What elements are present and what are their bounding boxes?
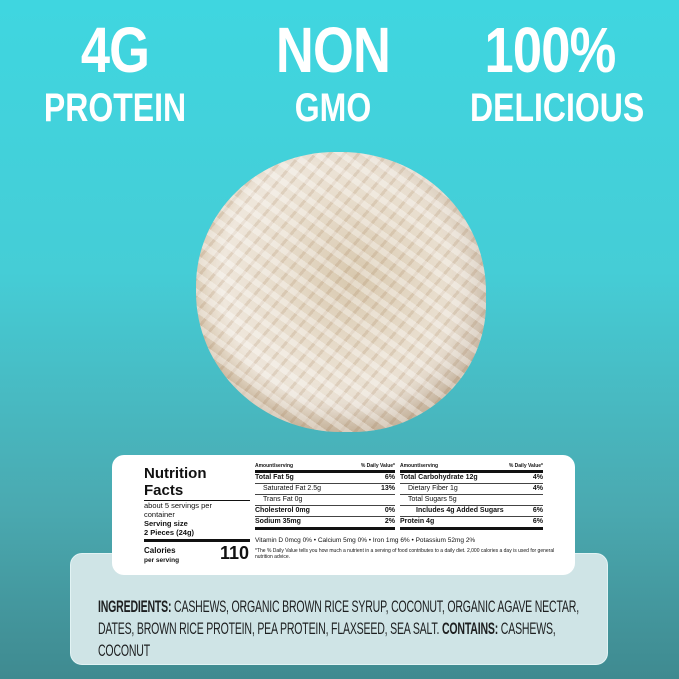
calories-value: 110 <box>220 543 250 563</box>
nutrient-dv: 4% <box>532 474 543 481</box>
nutrient-dv: 4% <box>532 485 543 492</box>
nutrient-row: Total Sugars 5g <box>400 495 543 506</box>
claim-non-gmo: NON GMO <box>233 18 433 128</box>
nutrient-label: Includes 4g Added Sugars <box>416 507 504 514</box>
nutrient-row: Includes 4g Added Sugars 6% <box>400 506 543 517</box>
ingredients-text: INGREDIENTS: CASHEWS, ORGANIC BROWN RICE… <box>98 596 582 662</box>
nutrient-label: Total Sugars 5g <box>408 496 457 503</box>
claim-big: NON <box>275 14 391 86</box>
nutrient-label: Cholesterol 0mg <box>255 507 310 514</box>
servings-line-1: about 5 servings per <box>144 501 212 510</box>
nutrient-dv: 6% <box>532 507 543 514</box>
claim-small: GMO <box>294 86 372 130</box>
nutrient-row: Dietary Fiber 1g 4% <box>400 484 543 495</box>
nutrient-row: Saturated Fat 2.5g 13% <box>255 484 395 495</box>
nutrient-row: Cholesterol 0mg 0% <box>255 506 395 517</box>
nutrient-dv: 6% <box>532 518 543 525</box>
coconut-energy-ball <box>196 152 486 432</box>
claim-delicious: 100% DELICIOUS <box>450 18 650 128</box>
nutrient-label: Dietary Fiber 1g <box>408 485 458 492</box>
nutrient-label: Sodium 35mg <box>255 518 301 525</box>
nutrient-label: Total Fat 5g <box>255 474 294 481</box>
servings-line-2: container <box>144 510 175 519</box>
nutrient-dv: 13% <box>380 485 395 492</box>
ingredients-label: INGREDIENTS: <box>98 597 172 616</box>
nutrition-title: Nutrition Facts <box>144 465 250 501</box>
claim-small: PROTEIN <box>43 86 187 130</box>
nutrient-column-right: Amount/serving% Daily Value* Total Carbo… <box>400 463 543 530</box>
nutrient-row: Trans Fat 0g <box>255 495 395 506</box>
daily-value-footnote: *The % Daily Value tells you how much a … <box>255 548 555 560</box>
nutrient-label: Trans Fat 0g <box>263 496 303 503</box>
nutrient-dv: 0% <box>384 507 395 514</box>
nutrient-label: Saturated Fat 2.5g <box>263 485 321 492</box>
claim-small: DELICIOUS <box>470 86 645 130</box>
contains-list: CASHEWS, COCONUT <box>98 619 556 660</box>
nutrient-row: Total Fat 5g 6% <box>255 473 395 484</box>
nutrient-row: Sodium 35mg 2% <box>255 517 395 530</box>
claim-big: 4G <box>80 14 150 86</box>
contains-label: CONTAINS: <box>439 619 499 638</box>
nutrient-dv: 6% <box>384 474 395 481</box>
claim-big: 100% <box>484 14 617 86</box>
calories-label: Calories per serving <box>144 546 180 564</box>
claim-protein: 4G PROTEIN <box>15 18 215 128</box>
nutrient-row: Protein 4g 6% <box>400 517 543 530</box>
nutrient-label: Total Carbohydrate 12g <box>400 474 478 481</box>
nutrient-column-left: Amount/serving% Daily Value* Total Fat 5… <box>255 463 395 530</box>
nutrition-facts-card: Nutrition Facts about 5 servings per cont… <box>112 455 575 575</box>
nutrient-dv: 2% <box>384 518 395 525</box>
vitamins-minerals: Vitamin D 0mcg 0% • Calcium 5mg 0% • Iro… <box>255 537 476 544</box>
serving-size: 2 Pieces (24g) <box>144 528 250 542</box>
nutrient-label: Protein 4g <box>400 518 435 525</box>
nutrient-row: Total Carbohydrate 12g 4% <box>400 473 543 484</box>
ingredients-list: CASHEWS, ORGANIC BROWN RICE SYRUP, COCON… <box>98 597 579 638</box>
serving-size-label: Serving size <box>144 519 188 528</box>
